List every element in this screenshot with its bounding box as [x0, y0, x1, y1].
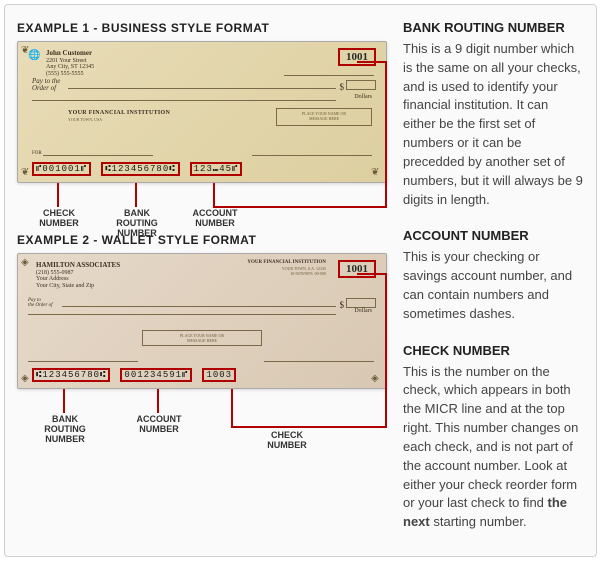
callout-account-label: ACCOUNTNUMBER [129, 415, 189, 435]
callout-account-label: ACCOUNTNUMBER [185, 209, 245, 229]
callout-check-label: CHECKNUMBER [257, 431, 317, 451]
callout-line [231, 389, 233, 427]
micr-check-field: ⑈001001⑈ [32, 162, 91, 176]
amount-line [28, 314, 336, 315]
signature-line [252, 155, 372, 156]
check-term-title: CHECK NUMBER [403, 342, 584, 361]
financial-institution: YOUR FINANCIAL INSTITUTION [68, 110, 170, 116]
routing-term-body: This is a 9 digit number which is the sa… [403, 40, 584, 210]
callout-line [385, 273, 387, 427]
micr-line: ⑆123456780⑆ 001234591⑈ 1003 [32, 368, 372, 382]
message-box: PLACE YOUR NAME ORMESSAGE HERE [142, 330, 262, 346]
example1-title: EXAMPLE 1 - BUSINESS STYLE FORMAT [17, 21, 387, 35]
payto-line [68, 88, 336, 89]
check-term-body: This is the number on the check, which a… [403, 363, 584, 533]
micr-account-field: 123⑉45⑈ [190, 162, 243, 176]
dollars-label: Dollars [354, 308, 372, 314]
for-label: FOR [32, 151, 42, 156]
check-number-box: 1001 [338, 260, 376, 278]
callout-line [213, 183, 215, 207]
customer-addr1: 2201 Your Street [46, 58, 376, 65]
customer-addr1: Your Address [36, 276, 376, 283]
callout-line [357, 61, 385, 63]
callout-routing-label: BANKROUTINGNUMBER [107, 209, 167, 239]
memo-line [28, 361, 138, 362]
callout-line [213, 206, 387, 208]
signature-line [264, 361, 374, 362]
for-line: FOR [32, 150, 153, 156]
micr-routing-field: ⑆123456780⑆ [101, 162, 179, 176]
globe-icon: 🌐 [28, 50, 40, 61]
dollar-sign: $ [340, 82, 345, 92]
callout-line [57, 183, 59, 207]
definitions-column: BANK ROUTING NUMBER This is a 9 digit nu… [397, 17, 584, 544]
check-number-box: 1001 [338, 48, 376, 66]
account-term-body: This is your checking or savings account… [403, 248, 584, 323]
customer-name: John Customer [46, 50, 376, 58]
financial-institution-sub: YOUR TOWN, S.A. 1234510-5678/9876 00-000 [282, 266, 326, 276]
callout-line [63, 389, 65, 413]
dollar-sign: $ [340, 300, 345, 310]
dollar-box [346, 298, 376, 308]
payto-label: Pay to theOrder of [32, 78, 60, 92]
callout-line [135, 183, 137, 207]
dollar-box [346, 80, 376, 90]
account-term-title: ACCOUNT NUMBER [403, 227, 584, 246]
customer-addr2: Your City, State and Zip [36, 283, 376, 290]
example1-wrap: ❦ ❦ ❦ 🌐 John Customer 2201 Your Street A… [17, 41, 387, 183]
info-panel: EXAMPLE 1 - BUSINESS STYLE FORMAT ❦ ❦ ❦ … [4, 4, 597, 557]
ornament-icon: ◈ [371, 373, 383, 385]
callout-line [157, 389, 159, 413]
micr-line: ⑈001001⑈ ⑆123456780⑆ 123⑉45⑈ [32, 162, 372, 176]
financial-institution-sub: YOUR TOWN, USA [68, 117, 102, 122]
message-box: PLACE YOUR NAME ORMESSAGE HERE [276, 108, 372, 126]
callout-routing-label: BANKROUTINGNUMBER [35, 415, 95, 445]
check-body-1: This is the number on the check, which a… [403, 364, 578, 511]
date-line [284, 68, 374, 76]
payto-label: Pay tothe Order of [28, 298, 53, 308]
dollars-label: Dollars [354, 94, 372, 100]
amount-line [32, 100, 336, 101]
example2-title: EXAMPLE 2 - WALLET STYLE FORMAT [17, 233, 387, 247]
micr-check-field: 1003 [202, 368, 236, 382]
example2-wrap: ◈ ◈ ◈ HAMILTON ASSOCIATES (218) 555-0987… [17, 253, 387, 389]
payto-line [62, 306, 336, 307]
callout-check-label: CHECKNUMBER [29, 209, 89, 229]
ornament-icon: ❦ [371, 167, 383, 179]
financial-institution: YOUR FINANCIAL INSTITUTION [247, 260, 326, 265]
callout-line [357, 273, 385, 275]
example2-check: ◈ ◈ ◈ HAMILTON ASSOCIATES (218) 555-0987… [17, 253, 387, 389]
check-body-2: starting number. [430, 514, 527, 529]
micr-account-field: 001234591⑈ [120, 368, 192, 382]
callout-line [385, 61, 387, 207]
callout-line [231, 426, 387, 428]
micr-routing-field: ⑆123456780⑆ [32, 368, 110, 382]
example1-check: ❦ ❦ ❦ 🌐 John Customer 2201 Your Street A… [17, 41, 387, 183]
examples-column: EXAMPLE 1 - BUSINESS STYLE FORMAT ❦ ❦ ❦ … [17, 17, 397, 544]
routing-term-title: BANK ROUTING NUMBER [403, 19, 584, 38]
